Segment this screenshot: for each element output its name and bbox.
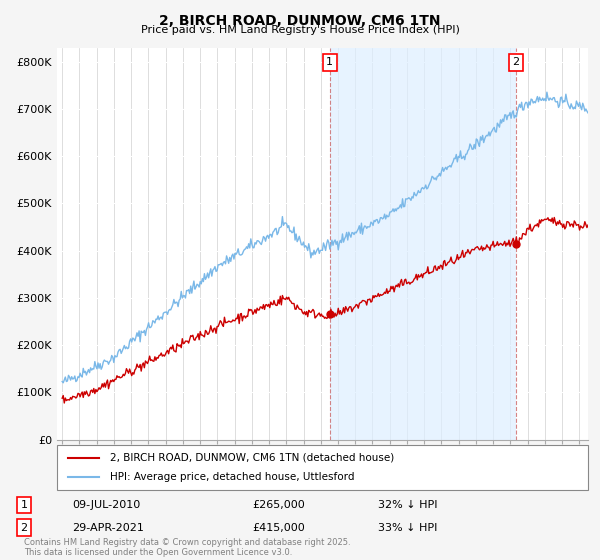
- Text: 2, BIRCH ROAD, DUNMOW, CM6 1TN (detached house): 2, BIRCH ROAD, DUNMOW, CM6 1TN (detached…: [110, 452, 394, 463]
- Text: Contains HM Land Registry data © Crown copyright and database right 2025.
This d: Contains HM Land Registry data © Crown c…: [24, 538, 350, 557]
- Text: 29-APR-2021: 29-APR-2021: [72, 522, 144, 533]
- Text: 2: 2: [512, 58, 520, 67]
- Text: 32% ↓ HPI: 32% ↓ HPI: [378, 500, 437, 510]
- Text: 2: 2: [20, 522, 28, 533]
- Text: 09-JUL-2010: 09-JUL-2010: [72, 500, 140, 510]
- Text: £265,000: £265,000: [252, 500, 305, 510]
- Text: 2, BIRCH ROAD, DUNMOW, CM6 1TN: 2, BIRCH ROAD, DUNMOW, CM6 1TN: [159, 14, 441, 28]
- Text: HPI: Average price, detached house, Uttlesford: HPI: Average price, detached house, Uttl…: [110, 473, 355, 483]
- Text: 1: 1: [20, 500, 28, 510]
- Text: 33% ↓ HPI: 33% ↓ HPI: [378, 522, 437, 533]
- FancyBboxPatch shape: [57, 445, 588, 490]
- Text: Price paid vs. HM Land Registry's House Price Index (HPI): Price paid vs. HM Land Registry's House …: [140, 25, 460, 35]
- Text: £415,000: £415,000: [252, 522, 305, 533]
- Text: 1: 1: [326, 58, 333, 67]
- Bar: [330, 48, 516, 440]
